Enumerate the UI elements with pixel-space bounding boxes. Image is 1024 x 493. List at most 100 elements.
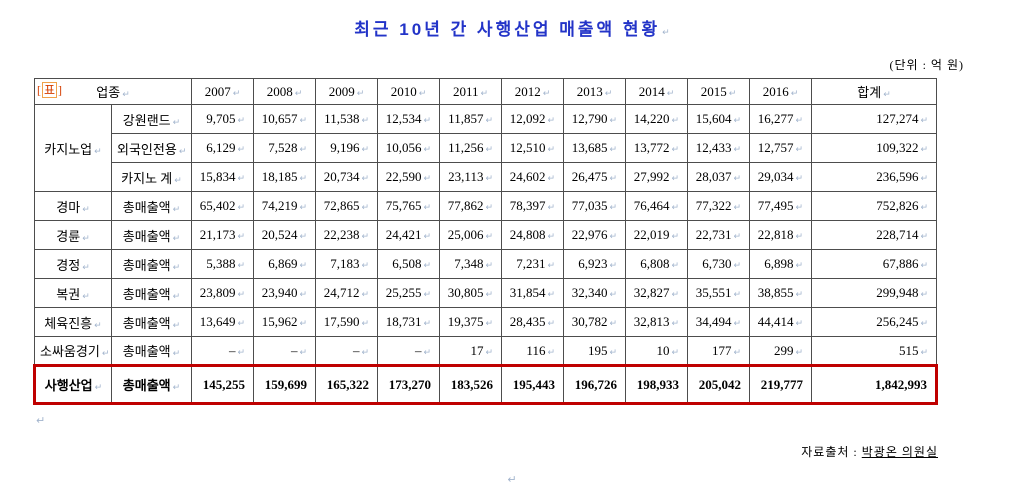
value-cell: 77,035 ↵ — [563, 191, 626, 221]
value-cell: 13,685 ↵ — [563, 133, 626, 163]
paragraph-mark: ↵ — [728, 88, 737, 99]
paragraph-mark: ↵ — [480, 88, 489, 99]
value-cell: 22,590 ↵ — [377, 162, 440, 192]
paragraph-mark: ↵ — [671, 116, 679, 126]
total-cell-text: 127,274 — [876, 111, 919, 126]
marker-close-bracket: ] — [58, 83, 63, 97]
value-cell: – ↵ — [191, 336, 254, 366]
value-cell: 19,375 ↵ — [439, 307, 502, 337]
paragraph-mark: ↵ — [920, 116, 928, 126]
value-cell: 116 ↵ — [501, 336, 564, 366]
paragraph-mark: ↵ — [733, 232, 741, 242]
value-cell: 25,006 ↵ — [439, 220, 502, 250]
paragraph-mark: ↵ — [733, 290, 741, 300]
paragraph-mark: ↵ — [795, 261, 803, 271]
value-cell-text: 44,414 — [757, 314, 794, 329]
value-cell-text: 76,464 — [633, 198, 670, 213]
paragraph-mark: ↵ — [671, 203, 679, 213]
paragraph-mark: ↵ — [178, 146, 187, 157]
value-cell-text: 6,730 — [702, 256, 732, 271]
paragraph-mark: ↵ — [795, 347, 803, 358]
paragraph-mark: ↵ — [361, 174, 369, 184]
value-cell-text: 30,782 — [571, 314, 608, 329]
value-cell-text: 18,185 — [261, 169, 298, 184]
value-cell: 16,277 ↵ — [749, 104, 812, 134]
value-cell: 77,862 ↵ — [439, 191, 502, 221]
header-total-text: 합계 — [857, 85, 882, 100]
total-cell-text: 752,826 — [876, 198, 919, 213]
value-cell-text: 13,772 — [633, 140, 670, 155]
value-cell: 15,834 ↵ — [191, 162, 254, 192]
paragraph-mark: ↵ — [671, 347, 679, 358]
value-cell-text: 11,538 — [324, 111, 360, 126]
paragraph-mark: ↵ — [662, 28, 670, 38]
value-cell-text: 19,375 — [447, 314, 484, 329]
value-cell: 24,808 ↵ — [501, 220, 564, 250]
value-cell-text: 22,590 — [385, 169, 422, 184]
paragraph-mark: ↵ — [547, 116, 555, 126]
paragraph-mark: ↵ — [547, 232, 555, 242]
value-cell: 165,322 — [315, 364, 378, 405]
value-cell: 32,340 ↵ — [563, 278, 626, 308]
paragraph-mark: ↵ — [609, 232, 617, 242]
subcategory-cell: 총매출액 ↵ — [111, 364, 192, 405]
total-cell: 752,826 ↵ — [811, 191, 937, 221]
header-year-text: 2012 — [514, 83, 541, 99]
value-cell: 15,604 ↵ — [687, 104, 750, 134]
paragraph-mark: ↵ — [920, 232, 928, 242]
value-cell-text: 22,019 — [633, 227, 670, 242]
value-cell: 7,528 ↵ — [253, 133, 316, 163]
total-cell-text: 228,714 — [876, 227, 919, 242]
value-cell: 13,649 ↵ — [191, 307, 254, 337]
subcategory-cell: 총매출액 ↵ — [111, 336, 192, 366]
paragraph-mark: ↵ — [547, 203, 555, 213]
category-cell-text: 사행산업 — [44, 378, 93, 393]
table-object-marker[interactable]: [표] — [37, 82, 63, 98]
paragraph-mark: ↵ — [172, 262, 181, 273]
value-cell-text: 10,657 — [261, 111, 298, 126]
value-cell: 24,712 ↵ — [315, 278, 378, 308]
paragraph-mark: ↵ — [418, 88, 427, 99]
subcategory-cell: 카지노 계 ↵ — [111, 162, 192, 192]
subcategory-cell: 총매출액 ↵ — [111, 278, 192, 308]
paragraph-mark: ↵ — [920, 261, 928, 271]
value-cell-text: 7,528 — [268, 140, 298, 155]
header-year-text: 2009 — [328, 83, 355, 99]
value-cell-text: 219,777 — [760, 376, 803, 392]
paragraph-mark: ↵ — [94, 320, 102, 331]
value-cell-text: 13,649 — [199, 314, 236, 329]
value-cell: 77,495 ↵ — [749, 191, 812, 221]
category-cell-text: 카지노업 — [44, 141, 93, 157]
value-cell-text: 20,734 — [323, 169, 360, 184]
table-row: 복권 ↵ 총매출액 ↵ 23,809 ↵ 23,940 ↵ 24,712 ↵ 25,255 ↵ 30,8… — [34, 278, 937, 308]
subcategory-cell-text: 총매출액 — [122, 257, 171, 273]
value-cell: 72,865 ↵ — [315, 191, 378, 221]
value-cell-text: 10,056 — [385, 140, 422, 155]
value-cell: 18,185 ↵ — [253, 162, 316, 192]
table-row: 외국인전용 ↵ 6,129 ↵ 7,528 ↵ 9,196 ↵ 10,056 ↵ 11,256 ↵ 12… — [35, 133, 937, 163]
value-cell: 22,818 ↵ — [749, 220, 812, 250]
value-cell: 12,092 ↵ — [501, 104, 564, 134]
value-cell: 10,657 ↵ — [253, 104, 316, 134]
paragraph-mark: ↵ — [671, 290, 679, 300]
paragraph-mark: ↵ — [172, 320, 181, 331]
value-cell-text: 24,712 — [323, 285, 360, 300]
paragraph-mark: ↵ — [237, 319, 245, 329]
paragraph-mark: ↵ — [671, 174, 679, 184]
paragraph-mark: ↵ — [920, 145, 928, 155]
value-cell: 38,855 ↵ — [749, 278, 812, 308]
value-cell-text: 75,765 — [385, 198, 422, 213]
after-table-paragraph: ↵ — [36, 411, 1024, 429]
value-cell: 22,019 ↵ — [625, 220, 688, 250]
paragraph-mark: ↵ — [920, 347, 928, 358]
value-cell-text: 34,494 — [695, 314, 732, 329]
value-cell-text: 11,857 — [448, 111, 484, 126]
document-title: 최근 10년 간 사행산업 매출액 현황 ↵ — [0, 15, 1024, 40]
value-cell-text: 15,834 — [199, 169, 236, 184]
value-cell-text: 31,854 — [509, 285, 546, 300]
subcategory-cell-text: 외국인전용 — [117, 141, 177, 157]
value-cell-text: 32,340 — [571, 285, 608, 300]
source-note: 자료출처 : 박광온 의원실 — [0, 443, 938, 460]
value-cell-text: 77,495 — [757, 198, 794, 213]
paragraph-mark: ↵ — [795, 203, 803, 213]
